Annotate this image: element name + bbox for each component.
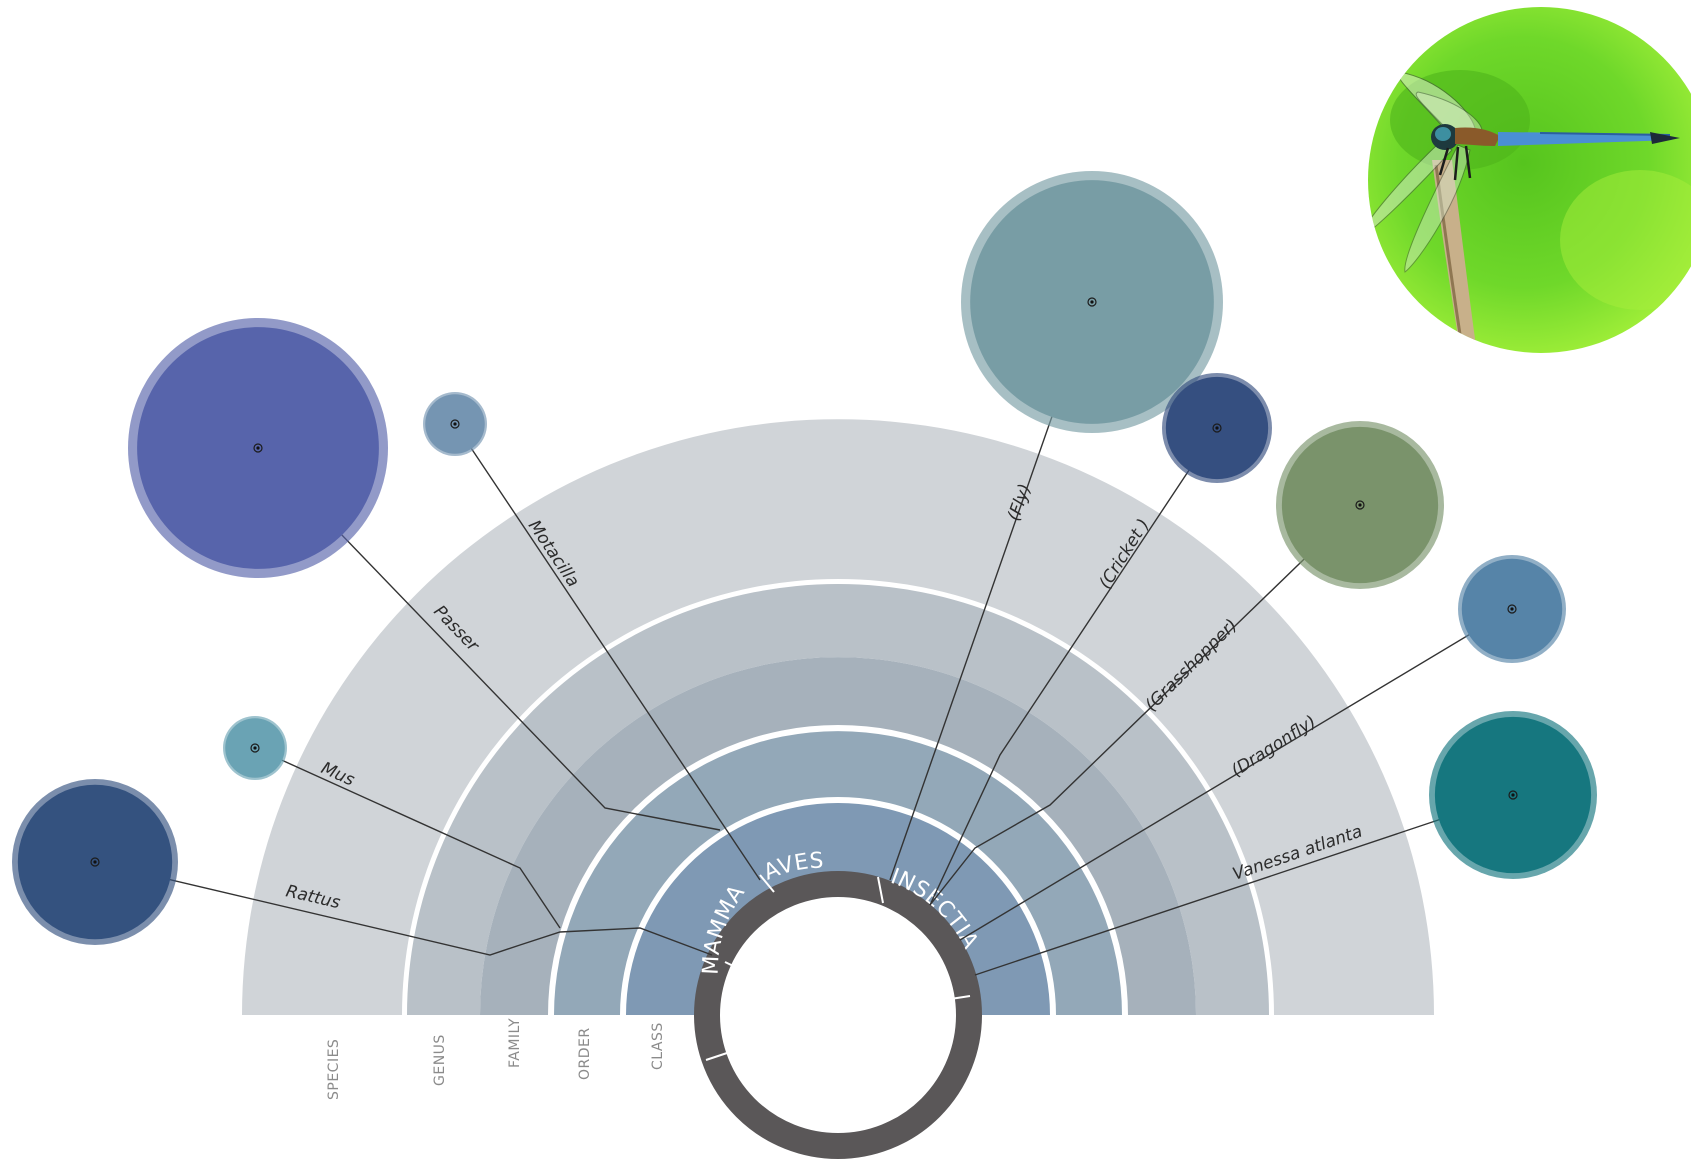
bubble-center-dot: [1508, 790, 1518, 800]
taxon-bubble-vanessa: [1429, 711, 1597, 879]
rank-label-species: SPECIES: [326, 1039, 342, 1100]
ring-divider: [724, 961, 751, 975]
connector-vanessa: [974, 794, 1514, 976]
bubble-center-dot: [250, 743, 260, 753]
ring-divider: [877, 876, 884, 904]
ring-divider: [759, 874, 775, 893]
connector-rattus: [94, 861, 713, 956]
ring-divider: [943, 995, 971, 1001]
ring-family: [480, 657, 1196, 1015]
bubble-center-pin: [253, 746, 257, 750]
bubble-center-dot: [1507, 604, 1517, 614]
rank-label-family: FAMILY: [507, 1018, 523, 1068]
taxon-bubble-cricket: [1162, 373, 1272, 483]
rank-rings: [242, 419, 1434, 1015]
bubble-center-pin: [93, 860, 97, 864]
connector-mus: [254, 747, 561, 929]
taxon-bubble-mus: [223, 716, 287, 780]
ring-genus: [407, 584, 1269, 1015]
taxon-bubbles: [12, 171, 1597, 945]
ring-species: [242, 419, 1434, 1015]
taxon-bubble-motacilla: [423, 392, 487, 456]
ring-order: [554, 731, 1122, 1015]
connector-cricket: [929, 427, 1218, 906]
bubble-center-pin: [1358, 503, 1362, 507]
taxon-bubble-passer: [128, 318, 388, 578]
connector-grasshopper: [929, 504, 1361, 906]
connector-motacilla: [454, 423, 761, 881]
ring-divider: [705, 1051, 731, 1061]
rank-label-genus: GENUS: [432, 1034, 448, 1086]
taxon-bubble-dragonfly: [1458, 555, 1566, 663]
ring-class: [626, 803, 1050, 1015]
bubble-center-pin: [1215, 426, 1219, 430]
bubble-center-dot: [450, 419, 460, 429]
bubble-center-dot: [90, 857, 100, 867]
connector-passer: [257, 447, 721, 831]
rank-label-order: ORDER: [577, 1027, 593, 1080]
bubble-center-pin: [1511, 793, 1515, 797]
bubble-center-dot: [1087, 297, 1097, 307]
connector-dragonfly: [959, 608, 1513, 941]
bubble-center-dot: [1212, 423, 1222, 433]
bubble-center-dot: [1355, 500, 1365, 510]
bubble-center-pin: [1090, 300, 1094, 304]
rank-label-class: CLASS: [650, 1022, 666, 1070]
center-ring: [694, 871, 982, 1159]
bubble-center-pin: [1510, 607, 1514, 611]
bubble-center-pin: [453, 422, 457, 426]
dragonfly-photo: [1368, 7, 1691, 353]
bubble-center-pin: [256, 446, 260, 450]
taxon-bubble-rattus: [12, 779, 178, 945]
rank-labels: SPECIES GENUS FAMILY ORDER CLASS: [326, 1018, 666, 1100]
bubble-center-dot: [253, 443, 263, 453]
taxon-bubble-fly: [961, 171, 1223, 433]
taxon-bubble-grasshopper: [1276, 421, 1444, 589]
